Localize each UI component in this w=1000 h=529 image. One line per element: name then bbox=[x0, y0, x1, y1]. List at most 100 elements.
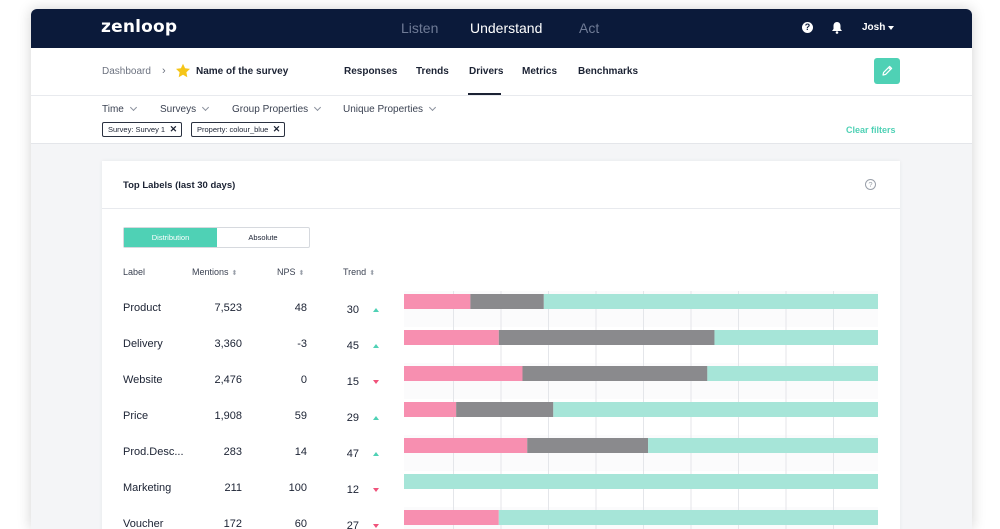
close-icon[interactable]: ✕ bbox=[169, 124, 178, 134]
chevron-down-icon bbox=[202, 103, 210, 112]
chart-bar-segment[interactable] bbox=[543, 294, 878, 309]
row-label[interactable]: Price bbox=[123, 410, 149, 422]
nav-understand[interactable]: Understand bbox=[470, 20, 543, 36]
chart-bar-segment[interactable] bbox=[714, 330, 878, 345]
chart-bar-segment[interactable] bbox=[404, 366, 523, 381]
chevron-down-icon bbox=[429, 103, 437, 112]
sort-icon: ⬍ bbox=[231, 270, 238, 277]
close-icon[interactable]: ✕ bbox=[272, 124, 281, 134]
card-title: Top Labels (last 30 days) bbox=[123, 180, 236, 191]
row-trend-value: 29 bbox=[346, 412, 359, 424]
filter-unique-properties[interactable]: Unique Properties bbox=[343, 103, 437, 115]
trend-up-icon bbox=[373, 308, 379, 312]
chart-bar-segment[interactable] bbox=[404, 510, 499, 525]
trend-up-icon bbox=[373, 416, 379, 420]
nav-listen[interactable]: Listen bbox=[401, 20, 439, 36]
chart-bar-segment[interactable] bbox=[404, 402, 457, 417]
filter-surveys[interactable]: Surveys bbox=[160, 103, 210, 115]
caret-down-icon[interactable] bbox=[888, 26, 894, 30]
tab-responses[interactable]: Responses bbox=[344, 66, 398, 77]
chart-bar-segment[interactable] bbox=[522, 366, 708, 381]
bell-icon[interactable] bbox=[831, 21, 843, 34]
user-menu[interactable]: Josh bbox=[862, 22, 886, 33]
chart-bar-segment[interactable] bbox=[498, 510, 878, 525]
chart-bar-segment[interactable] bbox=[404, 294, 471, 309]
trend-down-icon bbox=[373, 488, 379, 492]
column-header-trend-label: Trend bbox=[343, 267, 367, 277]
sort-icon: ⬍ bbox=[369, 270, 376, 277]
clear-filters-link[interactable]: Clear filters bbox=[846, 125, 896, 135]
edit-button[interactable] bbox=[874, 58, 900, 84]
chart-bar-segment[interactable] bbox=[648, 438, 878, 453]
row-mentions: 7,523 bbox=[214, 302, 242, 314]
row-trend-value: 30 bbox=[346, 304, 359, 316]
chart-bar-segment[interactable] bbox=[553, 402, 878, 417]
distribution-chart bbox=[404, 291, 878, 529]
filter-time[interactable]: Time bbox=[102, 103, 137, 115]
row-nps: 60 bbox=[294, 518, 307, 529]
row-nps: 0 bbox=[300, 374, 307, 386]
row-label[interactable]: Product bbox=[123, 302, 161, 314]
sort-icon: ⬍ bbox=[298, 270, 305, 277]
column-header-mentions[interactable]: Mentions ⬍ bbox=[192, 267, 237, 277]
chart-bar-segment[interactable] bbox=[404, 330, 499, 345]
tab-drivers[interactable]: Drivers bbox=[469, 66, 504, 77]
app-window: zenloop Listen Understand Act ? Josh Das… bbox=[31, 9, 972, 529]
column-header-trend[interactable]: Trend ⬍ bbox=[343, 267, 375, 277]
row-label[interactable]: Delivery bbox=[123, 338, 163, 350]
divider bbox=[31, 95, 972, 96]
chart-bar-segment[interactable] bbox=[527, 438, 649, 453]
chart-bar-segment[interactable] bbox=[498, 330, 715, 345]
row-label[interactable]: Voucher bbox=[123, 518, 164, 529]
row-label[interactable]: Marketing bbox=[123, 482, 172, 494]
filter-group-properties[interactable]: Group Properties bbox=[232, 103, 322, 115]
row-mentions: 3,360 bbox=[214, 338, 242, 350]
column-header-nps[interactable]: NPS ⬍ bbox=[277, 267, 304, 277]
filter-time-label: Time bbox=[102, 104, 124, 115]
distribution-toggle-button[interactable]: Distribution bbox=[124, 228, 217, 247]
star-icon[interactable] bbox=[175, 63, 191, 79]
divider bbox=[102, 208, 900, 209]
chart-bar-segment[interactable] bbox=[470, 294, 544, 309]
filter-chip-property[interactable]: Property: colour_blue ✕ bbox=[191, 122, 286, 137]
row-mentions: 2,476 bbox=[214, 374, 242, 386]
help-circle-icon[interactable]: ? bbox=[865, 179, 876, 190]
column-header-mentions-label: Mentions bbox=[192, 267, 229, 277]
tab-metrics[interactable]: Metrics bbox=[522, 66, 558, 77]
filter-chip-label: Survey: Survey 1 bbox=[108, 125, 166, 134]
row-label[interactable]: Website bbox=[123, 374, 163, 386]
view-toggle: Distribution Absolute bbox=[123, 227, 310, 248]
tab-benchmarks[interactable]: Benchmarks bbox=[578, 66, 639, 77]
pencil-icon bbox=[882, 65, 893, 76]
trend-down-icon bbox=[373, 524, 379, 528]
column-header-label: Label bbox=[123, 267, 146, 277]
sub-header: Dashboard › Name of the survey Responses… bbox=[31, 48, 972, 144]
filter-group-properties-label: Group Properties bbox=[232, 104, 309, 115]
tab-trends[interactable]: Trends bbox=[416, 66, 449, 77]
row-trend-value: 15 bbox=[346, 376, 359, 388]
row-mentions: 1,908 bbox=[214, 410, 242, 422]
row-label[interactable]: Prod.Desc... bbox=[123, 446, 184, 458]
absolute-toggle-button[interactable]: Absolute bbox=[248, 233, 278, 242]
active-tab-indicator bbox=[468, 93, 501, 95]
breadcrumb-separator: › bbox=[162, 65, 166, 77]
survey-name: Name of the survey bbox=[196, 66, 289, 77]
row-nps: 100 bbox=[288, 482, 307, 494]
row-nps: 14 bbox=[294, 446, 307, 458]
chart-bar-segment[interactable] bbox=[404, 474, 878, 489]
row-nps: 59 bbox=[294, 410, 307, 422]
help-circle-icon[interactable]: ? bbox=[802, 22, 813, 33]
chart-bar-segment[interactable] bbox=[404, 438, 528, 453]
filter-unique-properties-label: Unique Properties bbox=[343, 104, 424, 115]
filter-chip-label: Property: colour_blue bbox=[197, 125, 269, 134]
trend-up-icon bbox=[373, 344, 379, 348]
logo[interactable]: zenloop bbox=[101, 17, 178, 37]
chart-bar-segment[interactable] bbox=[456, 402, 554, 417]
trend-up-icon bbox=[373, 452, 379, 456]
nav-act[interactable]: Act bbox=[579, 20, 600, 36]
breadcrumb-dashboard[interactable]: Dashboard bbox=[102, 66, 151, 77]
filter-chip-survey[interactable]: Survey: Survey 1 ✕ bbox=[102, 122, 183, 137]
column-header-nps-label: NPS bbox=[277, 267, 296, 277]
top-labels-card: Top Labels (last 30 days) ? Distribution… bbox=[102, 161, 900, 529]
chart-bar-segment[interactable] bbox=[707, 366, 878, 381]
